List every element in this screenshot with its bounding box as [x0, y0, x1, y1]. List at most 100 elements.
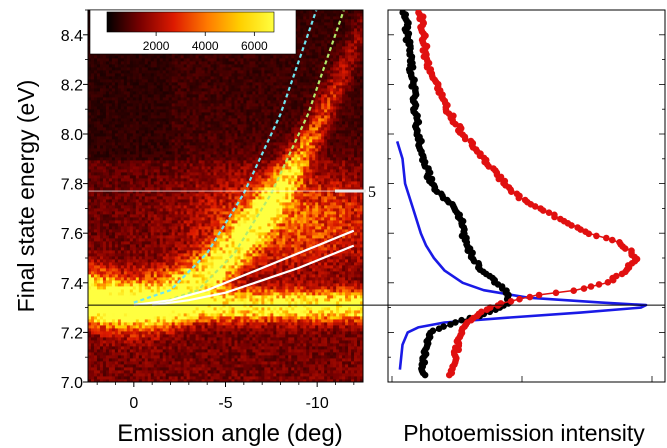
- heatmap-cell: [90, 367, 95, 371]
- heatmap-cell: [282, 226, 286, 230]
- heatmap-cell: [207, 307, 211, 311]
- heatmap-cell: [117, 280, 122, 284]
- heatmap-cell: [231, 259, 235, 263]
- heatmap-cell: [123, 247, 128, 251]
- heatmap-cell: [237, 301, 241, 305]
- heatmap-cell: [276, 367, 280, 371]
- heatmap-cell: [231, 355, 235, 359]
- heatmap-cell: [144, 289, 149, 293]
- heatmap-cell: [270, 247, 274, 251]
- heatmap-cell: [88, 316, 92, 320]
- heatmap-cell: [258, 277, 262, 281]
- heatmap-cell: [88, 238, 92, 242]
- heatmap-cell: [135, 352, 140, 356]
- heatmap-cell: [150, 241, 155, 245]
- heatmap-cell: [105, 256, 110, 260]
- heatmap-cell: [153, 259, 158, 263]
- heatmap-cell: [330, 235, 334, 239]
- heatmap-cell: [234, 226, 238, 230]
- heatmap-cell: [174, 331, 179, 335]
- heatmap-cell: [159, 361, 164, 365]
- heatmap-cell: [258, 274, 262, 278]
- heatmap-cell: [96, 259, 101, 263]
- heatmap-cell: [345, 265, 349, 269]
- heatmap-cell: [273, 316, 277, 320]
- heatmap-cell: [333, 220, 337, 224]
- heatmap-cell: [88, 295, 92, 299]
- heatmap-cell: [183, 310, 188, 314]
- heatmap-cell: [111, 379, 116, 382]
- heatmap-cell: [297, 346, 301, 350]
- heatmap-cell: [324, 238, 328, 242]
- heatmap-cell: [273, 229, 277, 233]
- heatmap-cell: [240, 346, 244, 350]
- heatmap-cell: [228, 358, 232, 362]
- heatmap-cell: [171, 289, 176, 293]
- heatmap-cell: [105, 274, 110, 278]
- heatmap-cell: [153, 298, 158, 302]
- heatmap-cell: [165, 241, 170, 245]
- heatmap-cell: [345, 346, 349, 350]
- heatmap-cell: [189, 238, 194, 242]
- heatmap-cell: [114, 229, 119, 233]
- heatmap-cell: [174, 340, 179, 344]
- heatmap-cell: [198, 313, 202, 317]
- heatmap-cell: [102, 292, 107, 296]
- heatmap-cell: [234, 376, 238, 380]
- heatmap-cell: [88, 355, 92, 359]
- heatmap-cell: [291, 265, 295, 269]
- heatmap-cell: [327, 352, 331, 356]
- heatmap-cell: [243, 379, 247, 382]
- heatmap-cell: [309, 298, 313, 302]
- heatmap-cell: [324, 358, 328, 362]
- heatmap-cell: [138, 274, 143, 278]
- heatmap-cell: [135, 262, 140, 266]
- heatmap-cell: [153, 220, 158, 224]
- heatmap-cell: [189, 316, 194, 320]
- heatmap-cell: [237, 265, 241, 269]
- heatmap-cell: [246, 289, 250, 293]
- heatmap-cell: [348, 229, 352, 233]
- heatmap-cell: [279, 241, 283, 245]
- heatmap-cell: [342, 259, 346, 263]
- heatmap-cell: [99, 256, 104, 260]
- heatmap-cell: [88, 235, 92, 239]
- heatmap-cell: [93, 262, 98, 266]
- heatmap-cell: [123, 328, 128, 332]
- heatmap-cell: [123, 373, 128, 377]
- heatmap-cell: [354, 376, 358, 380]
- heatmap-cell: [156, 316, 161, 320]
- heatmap-cell: [225, 235, 229, 239]
- heatmap-cell: [174, 238, 179, 242]
- heatmap-cell: [231, 274, 235, 278]
- heatmap-cell: [195, 259, 199, 263]
- heatmap-cell: [210, 373, 214, 377]
- heatmap-cell: [252, 364, 256, 368]
- heatmap-cell: [228, 379, 232, 382]
- heatmap-cell: [360, 361, 363, 365]
- heatmap-cell: [357, 235, 361, 239]
- heatmap-cell: [228, 232, 232, 236]
- heatmap-cell: [88, 283, 92, 287]
- heatmap-cell: [360, 352, 363, 356]
- heatmap-cell: [360, 256, 363, 260]
- heatmap-cell: [138, 316, 143, 320]
- heatmap-cell: [117, 352, 122, 356]
- heatmap-cell: [174, 334, 179, 338]
- heatmap-cell: [315, 319, 319, 323]
- heatmap-cell: [246, 223, 250, 227]
- heatmap-cell: [294, 328, 298, 332]
- heatmap-cell: [360, 313, 363, 317]
- heatmap-cell: [177, 256, 182, 260]
- heatmap-cell: [348, 310, 352, 314]
- heatmap-cell: [315, 235, 319, 239]
- heatmap-cell: [117, 304, 122, 308]
- heatmap-cell: [90, 379, 95, 382]
- heatmap-cell: [93, 325, 98, 329]
- heatmap-cell: [291, 271, 295, 275]
- heatmap-cell: [270, 274, 274, 278]
- heatmap-cell: [255, 304, 259, 308]
- heatmap-cell: [216, 229, 220, 233]
- heatmap-cell: [336, 301, 340, 305]
- heatmap-cell: [165, 346, 170, 350]
